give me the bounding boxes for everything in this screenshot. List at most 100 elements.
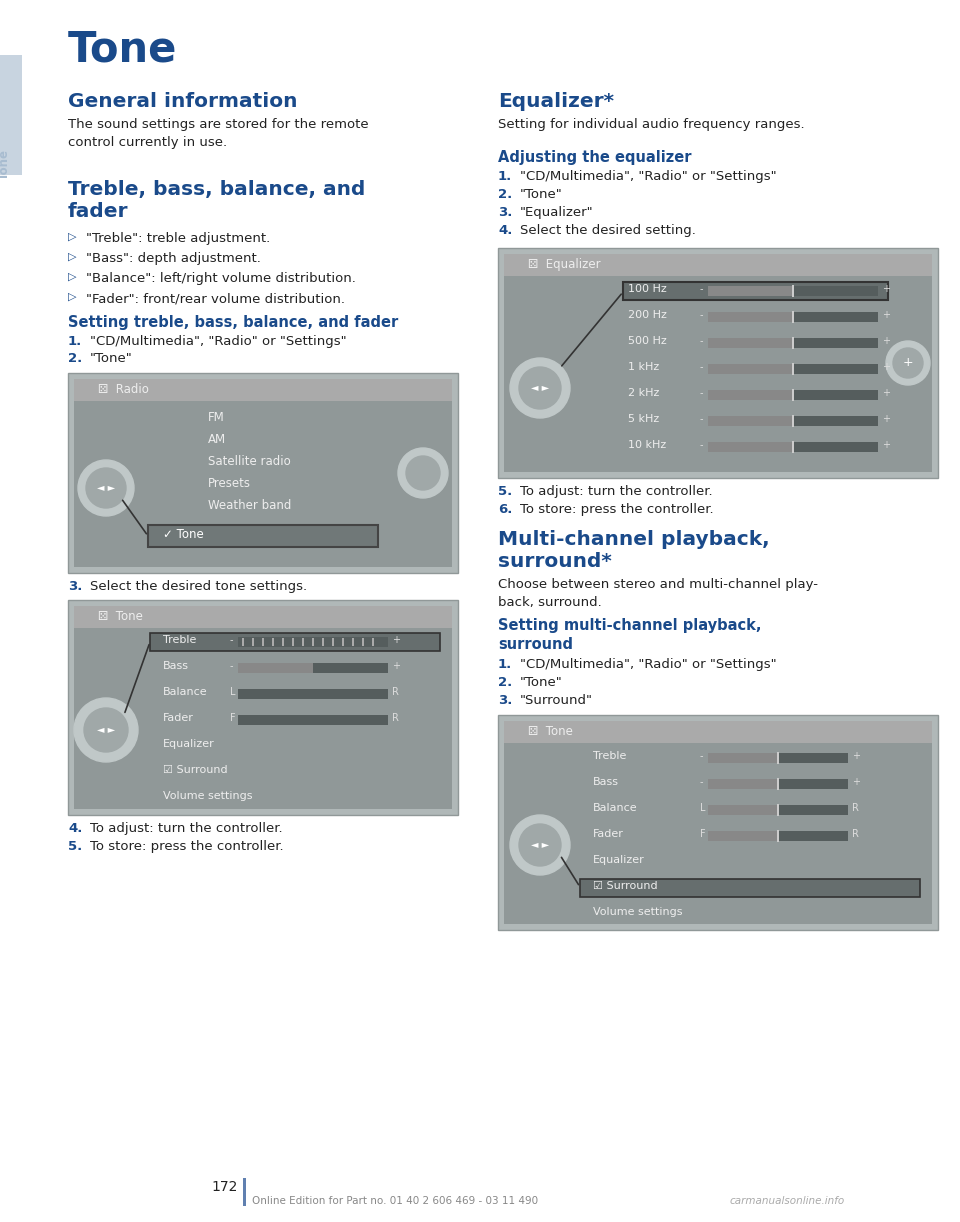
Text: Equalizer: Equalizer	[593, 855, 645, 865]
Text: 172: 172	[211, 1180, 238, 1194]
Text: Presets: Presets	[208, 477, 251, 490]
Bar	[708, 338, 878, 348]
Text: Setting treble, bass, balance, and fader: Setting treble, bass, balance, and fader	[68, 315, 398, 330]
Bar	[504, 254, 932, 472]
Bar	[792, 415, 794, 426]
Text: Select the desired tone settings.: Select the desired tone settings.	[90, 580, 307, 593]
Text: ▷: ▷	[68, 232, 77, 242]
Bar	[708, 778, 848, 789]
Circle shape	[519, 824, 561, 866]
Bar	[238, 715, 388, 725]
Bar	[708, 753, 778, 763]
Text: +: +	[882, 362, 890, 371]
Text: 3.: 3.	[498, 207, 513, 219]
Text: ☑ Surround: ☑ Surround	[163, 765, 228, 775]
Text: +: +	[902, 357, 913, 369]
Text: -: -	[700, 389, 704, 398]
Bar	[708, 312, 793, 323]
Text: FM: FM	[208, 411, 225, 424]
Text: -: -	[700, 362, 704, 371]
Bar	[504, 254, 932, 276]
Text: -: -	[700, 752, 704, 761]
Bar	[708, 442, 793, 452]
Text: carmanualsonline.info: carmanualsonline.info	[730, 1196, 845, 1206]
Bar	[708, 805, 778, 815]
Text: Tone: Tone	[0, 149, 11, 181]
Bar	[504, 721, 932, 743]
Text: 100 Hz: 100 Hz	[628, 284, 667, 295]
Bar	[708, 390, 878, 400]
Text: +: +	[852, 777, 860, 787]
Text: +: +	[882, 440, 890, 450]
Bar	[708, 312, 878, 323]
Text: Volume settings: Volume settings	[163, 791, 252, 800]
Text: "Equalizer": "Equalizer"	[520, 207, 593, 219]
Text: Treble: Treble	[593, 752, 626, 761]
Bar	[332, 638, 334, 646]
Text: +: +	[882, 389, 890, 398]
Bar	[262, 638, 264, 646]
Text: 6.: 6.	[498, 503, 513, 516]
Circle shape	[893, 348, 923, 378]
Text: ◄ ►: ◄ ►	[531, 840, 549, 851]
Bar	[708, 805, 848, 815]
Text: ▷: ▷	[68, 273, 77, 282]
Text: Volume settings: Volume settings	[593, 907, 683, 916]
Text: "Balance": left/right volume distribution.: "Balance": left/right volume distributio…	[86, 273, 356, 285]
Text: To adjust: turn the controller.: To adjust: turn the controller.	[90, 822, 282, 835]
Text: -: -	[700, 284, 704, 295]
Bar	[792, 285, 794, 297]
Bar	[580, 879, 920, 897]
Text: L: L	[230, 687, 235, 697]
Text: Tone: Tone	[68, 28, 178, 70]
Text: +: +	[392, 635, 400, 645]
Bar	[242, 638, 244, 646]
Bar	[708, 831, 778, 841]
Text: To store: press the controller.: To store: press the controller.	[520, 503, 713, 516]
Text: 3.: 3.	[68, 580, 83, 593]
Circle shape	[86, 468, 126, 508]
Text: Bass: Bass	[593, 777, 619, 787]
Bar	[342, 638, 344, 646]
Bar	[150, 633, 440, 651]
Bar	[272, 638, 274, 646]
Bar	[777, 830, 779, 842]
Bar	[498, 715, 938, 930]
Text: 1 kHz: 1 kHz	[628, 362, 660, 371]
Text: ◄ ►: ◄ ►	[97, 725, 115, 734]
Text: 2 kHz: 2 kHz	[628, 389, 660, 398]
Bar	[580, 879, 920, 897]
Bar	[74, 606, 452, 628]
Text: 5 kHz: 5 kHz	[628, 414, 660, 424]
Text: +: +	[882, 310, 890, 320]
Bar	[0, 55, 22, 175]
Bar	[238, 637, 388, 646]
Bar	[68, 373, 458, 573]
Bar	[708, 286, 878, 296]
Bar	[708, 442, 878, 452]
Circle shape	[406, 456, 440, 490]
Text: Weather band: Weather band	[208, 499, 292, 512]
Text: R: R	[852, 803, 859, 813]
Text: ⚄  Tone: ⚄ Tone	[98, 610, 143, 623]
Text: -: -	[700, 777, 704, 787]
Circle shape	[84, 708, 128, 752]
Text: R: R	[392, 687, 398, 697]
Text: -: -	[700, 310, 704, 320]
Bar	[238, 664, 388, 673]
Text: F: F	[700, 829, 706, 840]
Text: To store: press the controller.: To store: press the controller.	[90, 840, 283, 853]
Bar	[708, 390, 793, 400]
Circle shape	[886, 341, 930, 385]
Text: 2.: 2.	[498, 188, 513, 200]
Bar	[777, 752, 779, 764]
Text: 2.: 2.	[498, 676, 513, 689]
Bar	[148, 525, 378, 547]
Bar	[708, 364, 878, 374]
Text: ⚄  Radio: ⚄ Radio	[98, 382, 149, 396]
Text: To adjust: turn the controller.: To adjust: turn the controller.	[520, 485, 712, 499]
Text: 1.: 1.	[68, 335, 83, 348]
Text: +: +	[882, 336, 890, 346]
Text: 1.: 1.	[498, 170, 513, 183]
Text: Fader: Fader	[163, 712, 194, 723]
